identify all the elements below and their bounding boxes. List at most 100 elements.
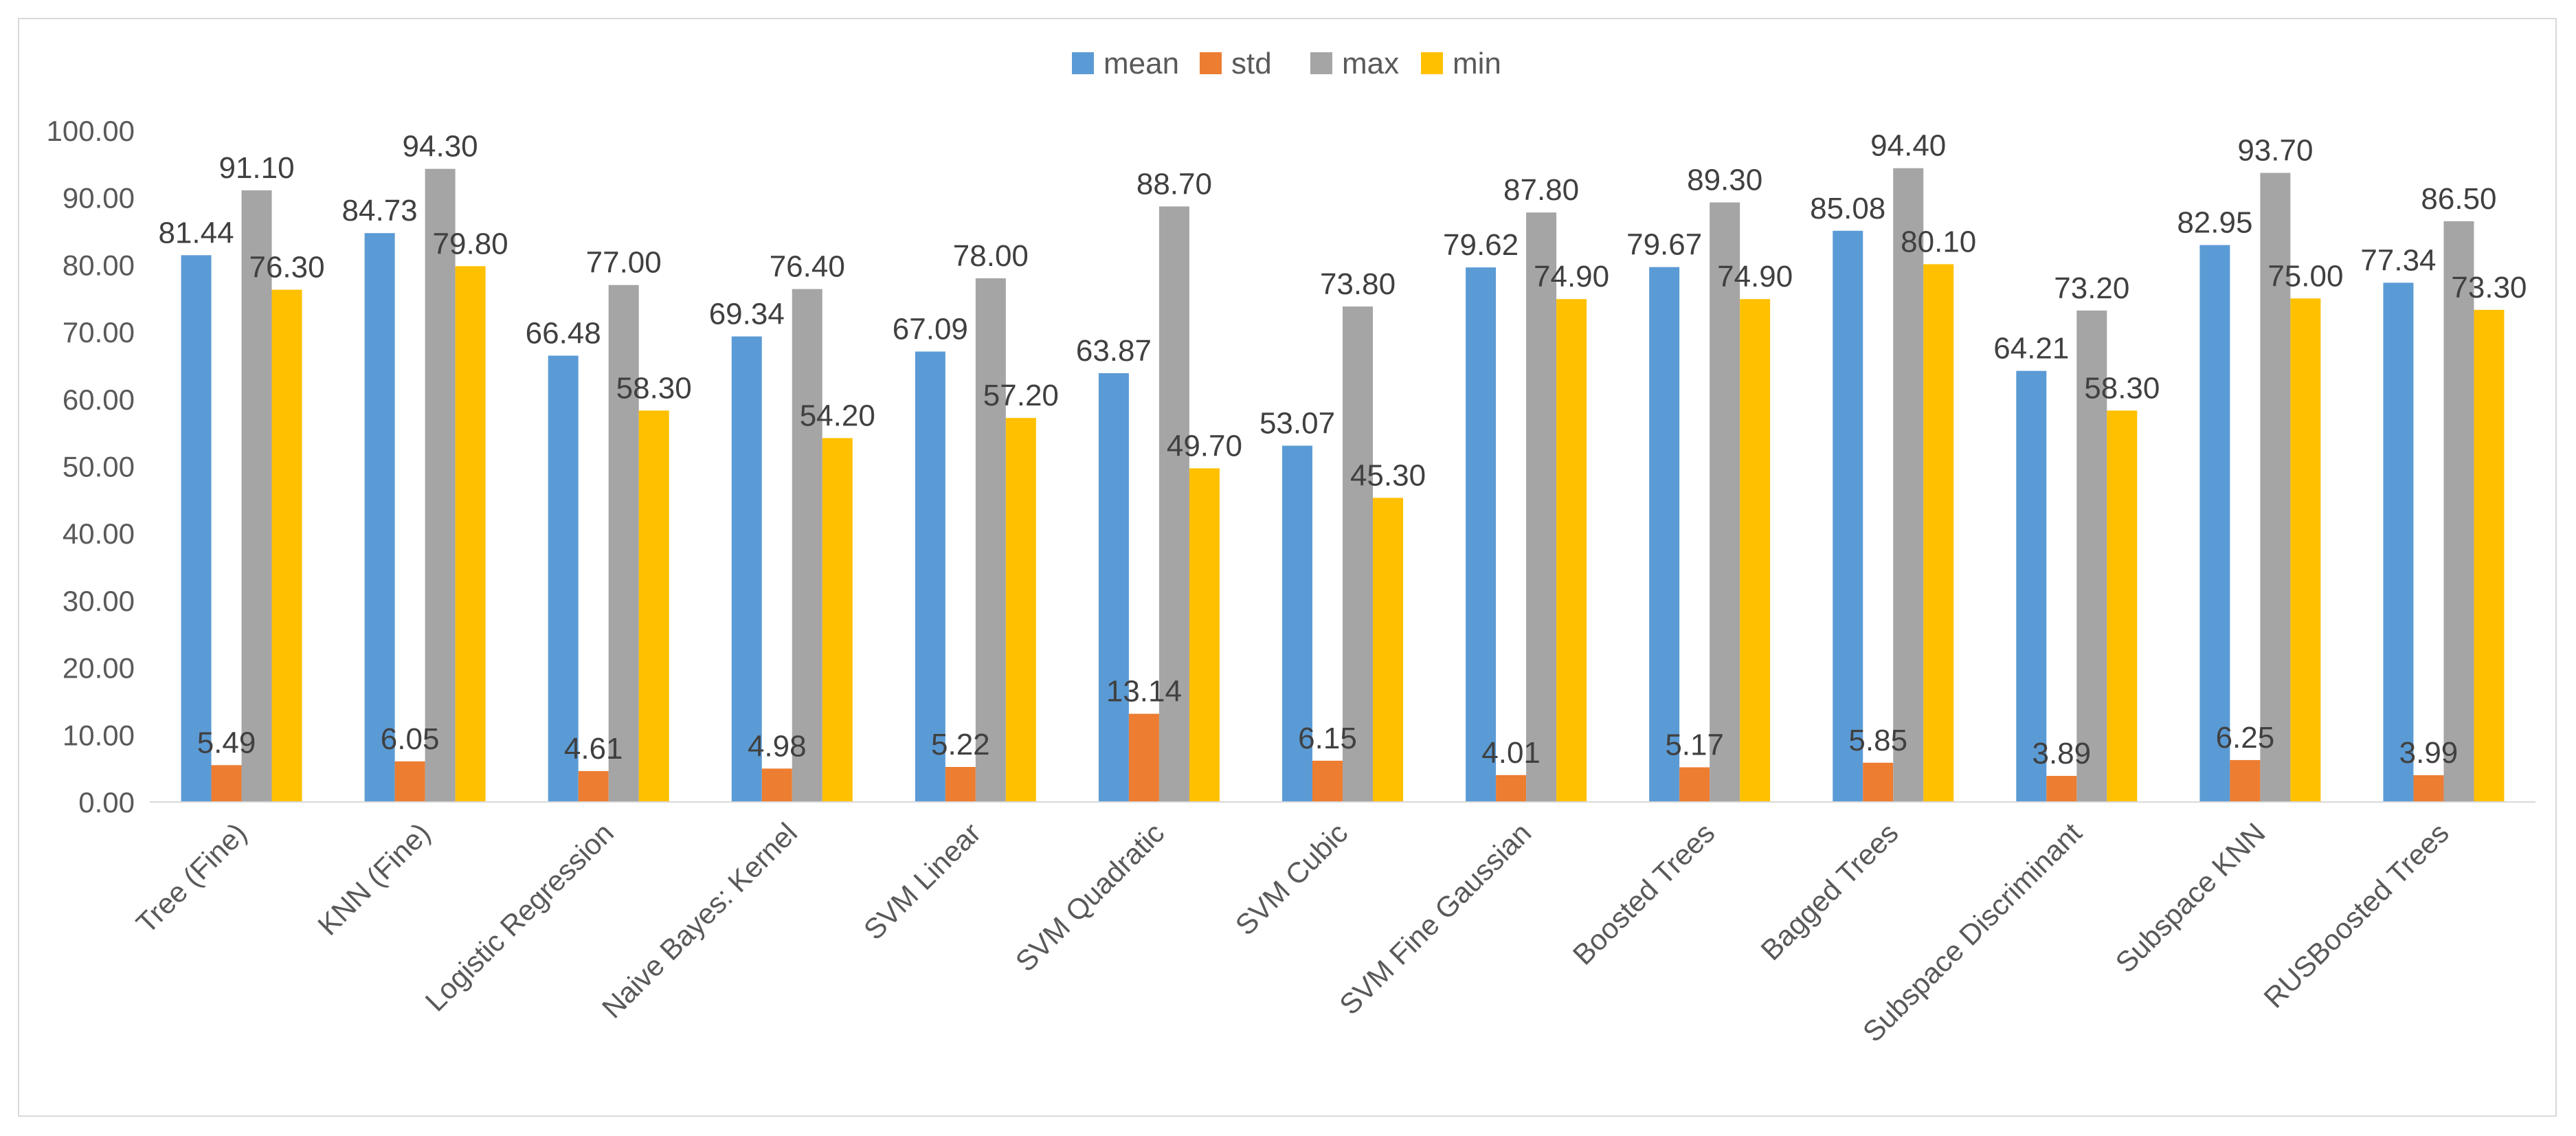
data-label-max: 94.40	[1870, 129, 1946, 163]
bar-std	[1312, 760, 1343, 802]
legend-swatch-max	[1310, 52, 1332, 74]
y-tick-label: 100.00	[47, 115, 135, 147]
legend-swatch-min	[1421, 52, 1443, 74]
bar-min	[1923, 264, 1954, 803]
bar-mean	[915, 351, 945, 802]
y-axis: 0.00 10.00 20.00 30.00 40.00 50.00 60.00 70.00 8…	[47, 115, 135, 818]
bar-max	[1526, 212, 1557, 803]
x-tick-label: SVM Linear	[858, 816, 987, 946]
bar-min	[2107, 410, 2138, 802]
data-label-std: 3.89	[2032, 737, 2091, 770]
data-label-min: 76.30	[249, 251, 324, 285]
data-label-mean: 69.34	[709, 298, 785, 331]
data-label-mean: 64.21	[1993, 332, 2069, 366]
data-label-min: 79.80	[433, 227, 508, 260]
y-tick-label: 70.00	[63, 316, 135, 348]
data-label-min: 57.20	[983, 379, 1059, 412]
data-label-max: 87.80	[1503, 173, 1579, 207]
x-tick-label: Boosted Trees	[1567, 816, 1721, 971]
data-label-mean: 79.67	[1626, 228, 1702, 262]
bar-max	[1158, 206, 1189, 802]
data-label-std: 5.17	[1665, 728, 1724, 761]
bar-std	[945, 767, 976, 802]
x-tick-label: RUSBoosted Trees	[2257, 816, 2454, 1014]
bar-min	[1005, 418, 1036, 802]
bar-max	[975, 278, 1006, 802]
bar-min	[1189, 468, 1220, 802]
data-label-mean: 84.73	[342, 194, 418, 227]
bar-min	[638, 410, 669, 802]
bar-max	[2260, 172, 2291, 802]
bar-max	[1893, 168, 1924, 802]
data-label-max: 73.80	[1320, 267, 1396, 301]
bar-max	[2076, 310, 2107, 802]
bar-min	[455, 266, 486, 802]
x-axis: Tree (Fine) KNN (Fine)Logistic Regression…	[130, 801, 2535, 1048]
bar-std	[2413, 775, 2444, 802]
bars	[181, 168, 2505, 803]
data-label-min: 74.90	[1717, 260, 1793, 293]
bar-max	[241, 190, 272, 802]
data-label-std: 13.14	[1106, 675, 1182, 709]
data-label-min: 49.70	[1167, 429, 1242, 463]
legend: mean std max min	[1072, 47, 1501, 80]
bar-std	[2046, 775, 2077, 802]
legend-label-min: min	[1453, 47, 1501, 80]
bar-mean	[2383, 282, 2414, 803]
data-label-std: 5.49	[197, 726, 256, 759]
data-label-max: 73.20	[2054, 271, 2129, 305]
data-label-mean: 67.09	[893, 313, 968, 346]
data-label-max: 86.50	[2421, 182, 2496, 216]
data-label-min: 80.10	[1901, 225, 1976, 258]
bar-std	[1496, 775, 1527, 802]
x-tick-label: KNN (Fine)	[311, 816, 436, 942]
data-label-max: 88.70	[1136, 167, 1212, 201]
y-tick-label: 50.00	[63, 451, 135, 483]
data-label-mean: 77.34	[2360, 243, 2436, 277]
bar-mean	[1282, 445, 1312, 802]
data-label-std: 6.15	[1298, 722, 1357, 755]
data-label-std: 6.25	[2216, 721, 2275, 755]
data-label-std: 4.98	[748, 729, 807, 763]
bar-mean	[1098, 372, 1129, 802]
x-tick-label: Tree (Fine)	[130, 816, 253, 939]
x-tick-label: Logistic Regression	[419, 816, 620, 1017]
data-label-mean: 82.95	[2177, 206, 2252, 240]
data-label-min: 58.30	[2084, 371, 2160, 405]
x-tick-label: SVM Cubic	[1229, 816, 1354, 942]
x-tick-label: Subspace KNN	[2109, 816, 2271, 979]
bar-std	[1863, 762, 1894, 802]
legend-swatch-std	[1200, 52, 1222, 74]
data-label-std: 4.01	[1481, 736, 1541, 770]
data-label-mean: 53.07	[1259, 407, 1335, 441]
data-label-max: 89.30	[1687, 164, 1762, 197]
data-label-mean: 66.48	[526, 316, 601, 350]
x-tick-label: SVM Quadratic	[1009, 816, 1171, 978]
bar-min	[2290, 298, 2321, 802]
y-tick-label: 40.00	[63, 517, 135, 550]
bar-min	[2474, 309, 2505, 802]
data-label-min: 75.00	[2267, 259, 2343, 293]
x-tick-label: Bagged Trees	[1754, 816, 1904, 966]
bar-mean	[731, 336, 762, 802]
data-label-std: 4.61	[564, 732, 623, 766]
data-label-max: 78.00	[953, 239, 1029, 273]
bar-max	[1710, 202, 1740, 802]
bar-min	[271, 289, 302, 802]
data-label-min: 73.30	[2451, 271, 2527, 304]
data-label-std: 6.05	[381, 722, 440, 756]
data-label-min: 58.30	[616, 371, 692, 405]
x-tick-label: Naive Bayes: Kernel	[596, 816, 803, 1024]
bar-std	[394, 761, 425, 802]
bar-std	[578, 770, 609, 802]
x-tick-label: SVM Fine Gaussian	[1333, 816, 1537, 1021]
data-label-std: 5.85	[1848, 724, 1907, 757]
data-label-max: 93.70	[2237, 134, 2313, 168]
bar-mean	[2016, 370, 2047, 802]
bar-min	[1373, 498, 1403, 802]
data-label-std: 5.22	[931, 728, 990, 761]
bar-mean	[364, 233, 395, 803]
data-label-std: 3.99	[2399, 736, 2459, 770]
bar-std	[211, 765, 242, 802]
data-label-max: 76.40	[770, 250, 845, 284]
